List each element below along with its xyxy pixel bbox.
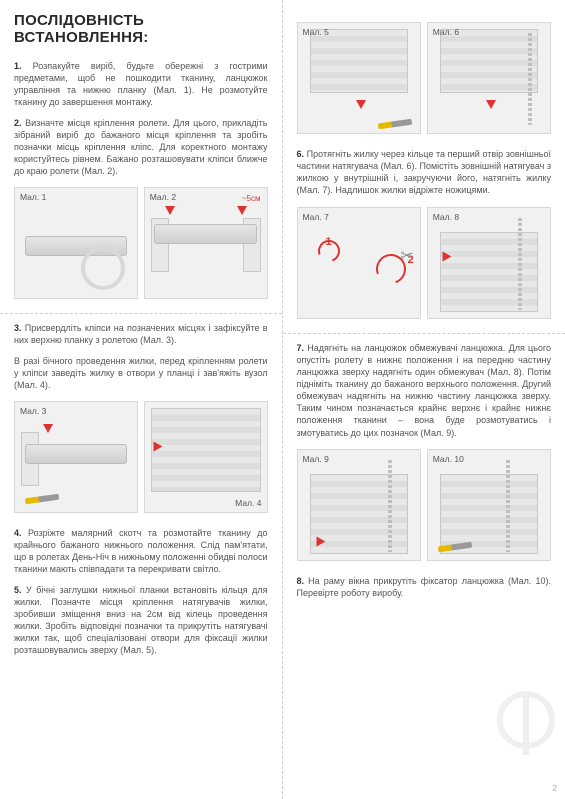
step-7-num: 7.	[297, 343, 305, 353]
figure-8-label: Мал. 8	[433, 212, 459, 222]
step-8-text: На раму вікна прикрутіть фіксатор ланцюж…	[297, 576, 551, 598]
arrow-icon	[442, 251, 451, 261]
step-4: 4. Розріжте малярний скотч та розмотайте…	[14, 527, 268, 576]
step-2-num: 2.	[14, 118, 22, 128]
step-4-text: Розріжте малярний скотч та розмотайте тк…	[14, 528, 268, 574]
arrow-icon	[356, 100, 366, 109]
arrow-icon	[153, 441, 162, 451]
divider	[283, 333, 565, 334]
step-1-num: 1.	[14, 61, 22, 71]
fig-row-3-4: Мал. 3 Мал. 4	[14, 401, 268, 513]
arrow-icon	[237, 206, 247, 215]
chain-icon	[388, 460, 392, 552]
fabric-icon	[440, 474, 538, 554]
step-3-num: 3.	[14, 323, 22, 333]
figure-1: Мал. 1	[14, 187, 138, 299]
chain-icon	[528, 33, 532, 125]
right-column: Мал. 5 Мал. 6 6. Протягніть жилку через …	[283, 0, 565, 799]
roller-icon	[25, 444, 127, 464]
figure-4: Мал. 4	[144, 401, 268, 513]
step-3b: В разі бічного проведення жилки, перед к…	[14, 355, 268, 391]
figure-4-label: Мал. 4	[235, 498, 261, 508]
arrow-icon	[43, 424, 53, 433]
page: ПОСЛІДОВНІСТЬ ВСТАНОВЛЕННЯ: 1. Розпакуйт…	[0, 0, 565, 799]
step-7-text: Надягніть на ланцюжок обмежувачі ланцюжк…	[297, 343, 552, 438]
step-7: 7. Надягніть на ланцюжок обмежувачі ланц…	[297, 342, 552, 439]
left-column: ПОСЛІДОВНІСТЬ ВСТАНОВЛЕННЯ: 1. Розпакуйт…	[0, 0, 283, 799]
step-6-text: Протягніть жилку через кільце та перший …	[297, 149, 552, 195]
figure-2-measure: ~5см	[242, 194, 261, 203]
step-3: 3. Присвердліть кліпси на позначених міс…	[14, 322, 268, 346]
fig-row-1-2: Мал. 1 Мал. 2 ~5см	[14, 187, 268, 299]
figure-5: Мал. 5	[297, 22, 421, 134]
fig-row-5-6: Мал. 5 Мал. 6	[297, 22, 552, 134]
watermark-icon	[497, 691, 555, 749]
screwdriver-icon	[377, 119, 412, 130]
figure-3-label: Мал. 3	[20, 406, 46, 416]
page-number: 2	[553, 784, 557, 793]
fig-row-9-10: Мал. 9 Мал. 10	[297, 449, 552, 561]
step-1-text: Розпакуйте виріб, будьте обережні з гост…	[14, 61, 268, 107]
step-2-text: Визначте місця кріплення ролети. Для цьо…	[14, 118, 268, 177]
figure-8: Мал. 8	[427, 207, 551, 319]
step-8-num: 8.	[297, 576, 305, 586]
figure-5-label: Мал. 5	[303, 27, 329, 37]
figure-9: Мал. 9	[297, 449, 421, 561]
page-title: ПОСЛІДОВНІСТЬ ВСТАНОВЛЕННЯ:	[14, 12, 268, 46]
chain-icon	[506, 460, 510, 552]
fabric-icon	[440, 232, 538, 312]
chain-icon	[518, 218, 522, 310]
figure-2-label: Мал. 2	[150, 192, 176, 202]
scissors-icon: ✂	[400, 246, 413, 266]
figure-7-label: Мал. 7	[303, 212, 329, 222]
arrow-icon	[486, 100, 496, 109]
arrow-icon	[316, 536, 325, 546]
figure-10: Мал. 10	[427, 449, 551, 561]
figure-6-label: Мал. 6	[433, 27, 459, 37]
step-5: 5. У бічні заглушки нижньої планки встан…	[14, 584, 268, 657]
fabric-icon	[440, 29, 538, 93]
figure-6: Мал. 6	[427, 22, 551, 134]
step-8: 8. На раму вікна прикрутіть фіксатор лан…	[297, 575, 552, 599]
step-num-1: 1	[326, 236, 332, 248]
arrow-icon	[165, 206, 175, 215]
fabric-icon	[310, 29, 408, 93]
figure-2: Мал. 2 ~5см	[144, 187, 268, 299]
step-2: 2. Визначте місця кріплення ролети. Для …	[14, 117, 268, 178]
ring-icon	[81, 246, 125, 290]
step-4-num: 4.	[14, 528, 22, 538]
step-6: 6. Протягніть жилку через кільце та перш…	[297, 148, 552, 197]
divider	[0, 313, 282, 314]
screwdriver-icon	[25, 494, 60, 505]
step-5-text: У бічні заглушки нижньої планки встанові…	[14, 585, 268, 656]
step-3-text: Присвердліть кліпси на позначених місцях…	[14, 323, 268, 345]
figure-9-label: Мал. 9	[303, 454, 329, 464]
figure-7: Мал. 7 1 2 ✂	[297, 207, 421, 319]
figure-10-label: Мал. 10	[433, 454, 464, 464]
fabric-icon	[151, 408, 261, 492]
step-5-num: 5.	[14, 585, 22, 595]
fig-row-7-8: Мал. 7 1 2 ✂ Мал. 8	[297, 207, 552, 319]
step-1: 1. Розпакуйте виріб, будьте обережні з г…	[14, 60, 268, 109]
step-6-num: 6.	[297, 149, 305, 159]
figure-3: Мал. 3	[14, 401, 138, 513]
roller-icon	[154, 224, 256, 244]
figure-1-label: Мал. 1	[20, 192, 46, 202]
